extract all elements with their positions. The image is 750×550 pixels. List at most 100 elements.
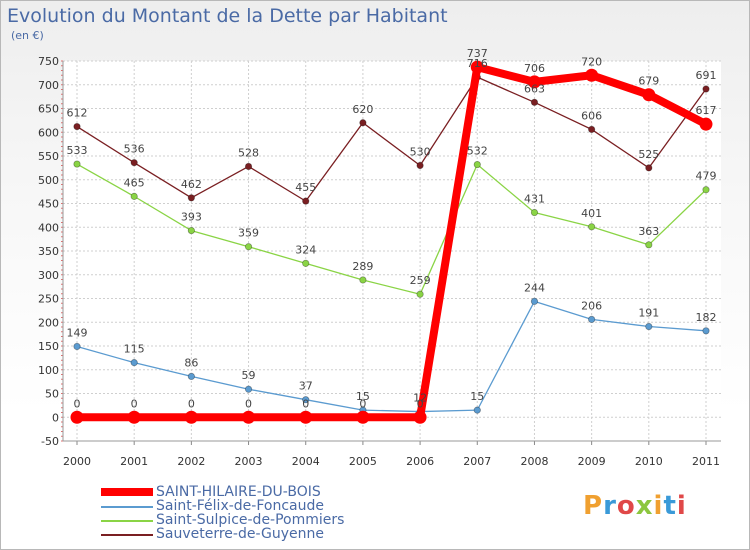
data-label-saint-sulpice-de-pommiers: 532 — [467, 145, 488, 158]
data-point-saint-sulpice-de-pommiers — [302, 259, 310, 267]
data-label-sauveterre-de-guyenne: 691 — [696, 69, 717, 82]
data-point-saint-sulpice-de-pommiers — [473, 160, 481, 169]
x-tick-label: 2004 — [292, 455, 320, 468]
data-label-sauveterre-de-guyenne: 663 — [524, 82, 545, 95]
data-point-saint-felix-de-foncaude — [130, 359, 138, 367]
data-label-sauveterre-de-guyenne: 606 — [581, 109, 602, 122]
data-label-saint-sulpice-de-pommiers: 363 — [638, 225, 659, 238]
data-point-sauveterre-de-guyenne — [702, 85, 710, 93]
data-point-saint-hilaire-du-bois — [642, 88, 656, 102]
data-label-saint-felix-de-foncaude: 149 — [67, 326, 88, 339]
y-tick-label: 150 — [38, 340, 59, 353]
data-label-sauveterre-de-guyenne: 536 — [124, 143, 145, 156]
data-label-saint-sulpice-de-pommiers: 289 — [352, 260, 373, 273]
y-tick-label: 250 — [38, 293, 59, 306]
data-point-saint-hilaire-du-bois — [470, 60, 484, 74]
data-point-saint-felix-de-foncaude — [473, 406, 481, 414]
data-point-saint-hilaire-du-bois — [127, 410, 141, 424]
data-label-saint-hilaire-du-bois: 0 — [245, 397, 252, 410]
x-tick-label: 2003 — [235, 455, 263, 468]
data-label-saint-sulpice-de-pommiers: 465 — [124, 176, 145, 189]
data-label-saint-sulpice-de-pommiers: 393 — [181, 211, 202, 224]
data-point-saint-sulpice-de-pommiers — [702, 186, 710, 194]
data-point-sauveterre-de-guyenne — [530, 98, 539, 106]
data-label-saint-hilaire-du-bois: 0 — [131, 397, 138, 410]
data-point-sauveterre-de-guyenne — [416, 161, 424, 170]
data-point-saint-felix-de-foncaude — [73, 342, 81, 351]
data-point-saint-hilaire-du-bois — [356, 410, 370, 424]
data-label-saint-hilaire-du-bois: 720 — [581, 55, 602, 68]
y-tick-label: 350 — [38, 245, 59, 258]
data-point-saint-sulpice-de-pommiers — [588, 223, 596, 231]
data-point-saint-sulpice-de-pommiers — [73, 160, 81, 168]
data-label-saint-felix-de-foncaude: 59 — [242, 369, 256, 382]
chart-unit-label: (en €) — [11, 29, 44, 42]
data-point-sauveterre-de-guyenne — [302, 197, 310, 205]
y-tick-label: 50 — [45, 388, 59, 401]
legend-swatch-saint-sulpice-de-pommiers — [101, 520, 153, 522]
data-label-saint-felix-de-foncaude: 37 — [299, 380, 313, 393]
data-label-saint-sulpice-de-pommiers: 324 — [295, 243, 316, 256]
x-tick-label: 2008 — [520, 455, 548, 468]
data-point-saint-hilaire-du-bois — [699, 117, 713, 131]
legend-label-saint-hilaire-du-bois: SAINT-HILAIRE-DU-BOIS — [156, 484, 321, 500]
data-point-saint-hilaire-du-bois — [413, 410, 427, 424]
data-label-saint-hilaire-du-bois: 0 — [188, 397, 195, 410]
logo-letter: i — [653, 491, 664, 521]
data-label-saint-felix-de-foncaude: 206 — [581, 299, 602, 312]
series-line-sauveterre-de-guyenne — [76, 76, 707, 202]
data-label-saint-hilaire-du-bois: 0 — [302, 397, 309, 410]
data-label-saint-hilaire-du-bois: 737 — [467, 47, 488, 60]
y-tick-label: 450 — [38, 198, 59, 211]
legend-label-saint-sulpice-de-pommiers: Saint-Sulpice-de-Pommiers — [156, 512, 345, 528]
x-tick-label: 2002 — [177, 455, 205, 468]
x-tick-label: 2011 — [692, 455, 720, 468]
data-label-sauveterre-de-guyenne: 455 — [295, 181, 316, 194]
y-tick-label: 500 — [38, 174, 59, 187]
data-point-sauveterre-de-guyenne — [359, 119, 367, 127]
data-label-saint-felix-de-foncaude: 244 — [524, 281, 545, 294]
legend-swatch-saint-felix-de-foncaude — [101, 506, 153, 508]
y-tick-label: 100 — [38, 364, 59, 377]
data-point-saint-felix-de-foncaude — [530, 297, 539, 305]
data-label-sauveterre-de-guyenne: 525 — [638, 148, 659, 161]
data-label-saint-sulpice-de-pommiers: 401 — [581, 207, 602, 220]
x-tick-label: 2010 — [635, 455, 663, 468]
logo-letter: r — [603, 491, 617, 521]
y-tick-label: 600 — [38, 126, 59, 139]
data-label-saint-felix-de-foncaude: 86 — [184, 356, 198, 369]
data-label-saint-sulpice-de-pommiers: 533 — [67, 144, 88, 157]
data-point-saint-sulpice-de-pommiers — [187, 226, 195, 235]
data-point-saint-sulpice-de-pommiers — [416, 290, 424, 298]
data-point-sauveterre-de-guyenne — [244, 162, 253, 171]
logo-letter: o — [616, 491, 636, 521]
data-point-saint-hilaire-du-bois — [70, 410, 84, 424]
data-point-saint-felix-de-foncaude — [702, 327, 710, 335]
data-point-saint-sulpice-de-pommiers — [359, 276, 367, 284]
data-label-sauveterre-de-guyenne: 530 — [410, 146, 431, 159]
data-label-saint-sulpice-de-pommiers: 359 — [238, 227, 259, 240]
x-tick-label: 2005 — [349, 455, 377, 468]
logo-letter: P — [583, 491, 604, 521]
data-point-saint-felix-de-foncaude — [302, 396, 310, 404]
data-label-saint-hilaire-du-bois: 679 — [638, 75, 659, 88]
y-tick-label: 550 — [38, 150, 59, 163]
data-point-saint-sulpice-de-pommiers — [244, 243, 253, 251]
y-tick-label: -50 — [41, 435, 59, 448]
data-point-saint-felix-de-foncaude — [645, 322, 653, 331]
data-label-saint-felix-de-foncaude: 115 — [124, 343, 145, 356]
data-point-sauveterre-de-guyenne — [187, 194, 195, 202]
y-tick-label: 200 — [38, 316, 59, 329]
logo-letter: t — [663, 491, 677, 521]
data-label-saint-sulpice-de-pommiers: 259 — [410, 274, 431, 287]
data-label-sauveterre-de-guyenne: 612 — [67, 107, 88, 120]
data-label-saint-hilaire-du-bois: 706 — [524, 62, 545, 75]
data-label-saint-hilaire-du-bois: 0 — [417, 397, 424, 410]
data-point-saint-hilaire-du-bois — [242, 410, 256, 424]
data-label-saint-sulpice-de-pommiers: 479 — [696, 170, 717, 183]
y-tick-label: 0 — [52, 411, 59, 424]
proxiti-logo: Proxiti — [583, 491, 687, 521]
y-tick-label: 750 — [38, 55, 59, 68]
